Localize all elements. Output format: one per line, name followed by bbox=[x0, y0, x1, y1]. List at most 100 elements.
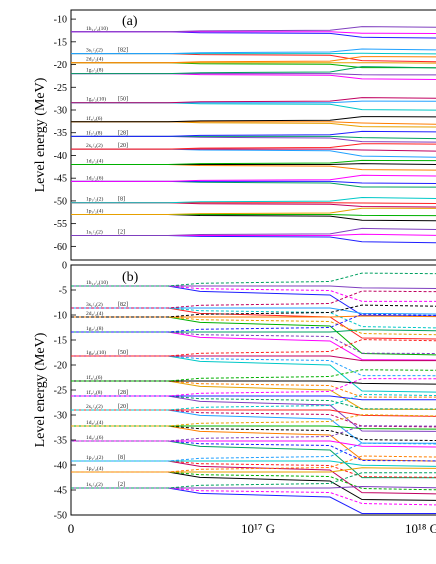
level-line bbox=[71, 307, 436, 329]
level-line bbox=[71, 339, 436, 357]
level-line bbox=[71, 380, 436, 385]
level-line bbox=[71, 174, 436, 182]
level-label: 2s₁/₂(2) bbox=[86, 142, 103, 149]
level-line bbox=[71, 304, 436, 318]
level-line bbox=[71, 315, 436, 318]
y-tick-label: -40 bbox=[54, 151, 67, 162]
level-line bbox=[71, 313, 436, 333]
y-tick-label: -25 bbox=[54, 386, 67, 397]
panel-b-tag: (b) bbox=[122, 270, 139, 285]
level-label: 1p₃/₂(4) bbox=[86, 208, 103, 215]
y-tick-label: 0 bbox=[62, 261, 67, 272]
level-label: 1f₇/₂(8) bbox=[86, 129, 103, 136]
level-line bbox=[71, 414, 436, 427]
level-label: 2d₃/₂(4) bbox=[86, 56, 103, 63]
y-tick-label: -30 bbox=[54, 106, 67, 117]
y-tick-label: -35 bbox=[54, 128, 67, 139]
level-label: 1d₃/₂(4) bbox=[86, 158, 103, 165]
y-tick-label: -50 bbox=[54, 511, 67, 522]
y-tick-label: -30 bbox=[54, 411, 67, 422]
level-label: 1h₁₁/₂(10) bbox=[86, 279, 108, 286]
level-line bbox=[71, 235, 436, 244]
level-line bbox=[71, 290, 436, 309]
level-label: 2s₁/₂(2) bbox=[86, 403, 103, 410]
level-line bbox=[71, 409, 436, 428]
y-tick-label: -10 bbox=[54, 311, 67, 322]
y-tick-label: -45 bbox=[54, 486, 67, 497]
y-tick-label: -25 bbox=[54, 83, 67, 94]
level-label: 1p₃/₂(4) bbox=[86, 465, 103, 472]
level-label: 1f₅/₂(6) bbox=[86, 374, 103, 381]
magic-number-label: [2] bbox=[118, 229, 125, 235]
x-tick-label-0: 0 bbox=[68, 521, 75, 536]
level-line bbox=[71, 31, 436, 39]
y-tick-label: -5 bbox=[59, 286, 67, 297]
level-line bbox=[71, 66, 436, 75]
level-label: 1h₁₁/₂(10) bbox=[86, 25, 108, 32]
level-line bbox=[71, 130, 436, 137]
level-line bbox=[71, 272, 436, 287]
level-line bbox=[71, 378, 436, 397]
panel-a-frame bbox=[70, 9, 436, 261]
magic-number-label: [8] bbox=[118, 197, 125, 203]
level-line bbox=[71, 196, 436, 204]
level-line bbox=[71, 53, 436, 63]
y-tick-label: -50 bbox=[54, 196, 67, 207]
level-label: 1d₅/₂(6) bbox=[86, 174, 103, 181]
magic-number-label: [28] bbox=[118, 130, 128, 136]
magic-number-label: [20] bbox=[118, 143, 128, 149]
level-line bbox=[71, 471, 436, 501]
magic-number-label: [50] bbox=[118, 97, 128, 103]
level-label: 2d₃/₂(4) bbox=[86, 310, 103, 317]
level-line bbox=[71, 48, 436, 55]
level-label: 1s₁/₂(2) bbox=[86, 228, 103, 235]
level-line bbox=[71, 487, 436, 506]
level-line bbox=[71, 116, 436, 123]
y-tick-label: -60 bbox=[54, 242, 67, 253]
level-line bbox=[71, 97, 436, 104]
level-label: 1d₅/₂(6) bbox=[86, 434, 103, 441]
level-line bbox=[71, 369, 436, 382]
y-tick-label: -20 bbox=[54, 60, 67, 71]
level-line bbox=[71, 460, 436, 478]
level-line bbox=[71, 329, 436, 333]
level-label: 1d₃/₂(4) bbox=[86, 419, 103, 426]
y-tick-label: -45 bbox=[54, 174, 67, 185]
level-line bbox=[71, 56, 436, 64]
level-line bbox=[71, 227, 436, 236]
level-label: 1p₁/₂(2) bbox=[86, 196, 103, 203]
y-tick-label: -15 bbox=[54, 336, 67, 347]
x-tick-label-2: 10¹⁸ G bbox=[405, 521, 436, 536]
level-line bbox=[71, 472, 436, 489]
magic-number-label: [8] bbox=[118, 455, 125, 461]
y-tick-label: -35 bbox=[54, 436, 67, 447]
level-label: 1g₇/₂(8) bbox=[86, 67, 103, 74]
level-line bbox=[71, 285, 436, 289]
level-label: 1p₁/₂(2) bbox=[86, 454, 103, 461]
magic-number-label: [20] bbox=[118, 404, 128, 410]
level-line bbox=[71, 26, 436, 33]
y-axis-title-a: Level energy (MeV) bbox=[33, 77, 48, 192]
x-tick-label-1: 10¹⁷ G bbox=[241, 521, 275, 536]
level-line bbox=[71, 135, 436, 143]
level-line bbox=[71, 425, 436, 442]
level-line bbox=[71, 455, 436, 473]
level-line bbox=[71, 442, 436, 462]
level-label: 1g₉/₂(10) bbox=[86, 96, 106, 103]
level-label: 1f₅/₂(6) bbox=[86, 115, 103, 122]
y-axis-title-b: Level energy (MeV) bbox=[33, 332, 48, 447]
y-tick-label: -55 bbox=[54, 219, 67, 230]
panel-a-plot: -10 -15 -20 -25 -30 -35 -40 -45 -50 -55 -60 1h₁₁/₂(… bbox=[54, 15, 436, 253]
magic-number-label: [82] bbox=[118, 302, 128, 308]
level-label: 1g₉/₂(10) bbox=[86, 349, 106, 356]
y-tick-label: -40 bbox=[54, 461, 67, 472]
level-label: 1f₇/₂(8) bbox=[86, 389, 103, 396]
level-label: 3s₁/₂(2) bbox=[86, 301, 103, 308]
level-line bbox=[71, 121, 436, 128]
level-line bbox=[71, 159, 436, 165]
magic-number-label: [28] bbox=[118, 390, 128, 396]
level-line bbox=[71, 393, 436, 411]
level-label: 1g₇/₂(8) bbox=[86, 325, 103, 332]
level-line bbox=[71, 355, 436, 377]
